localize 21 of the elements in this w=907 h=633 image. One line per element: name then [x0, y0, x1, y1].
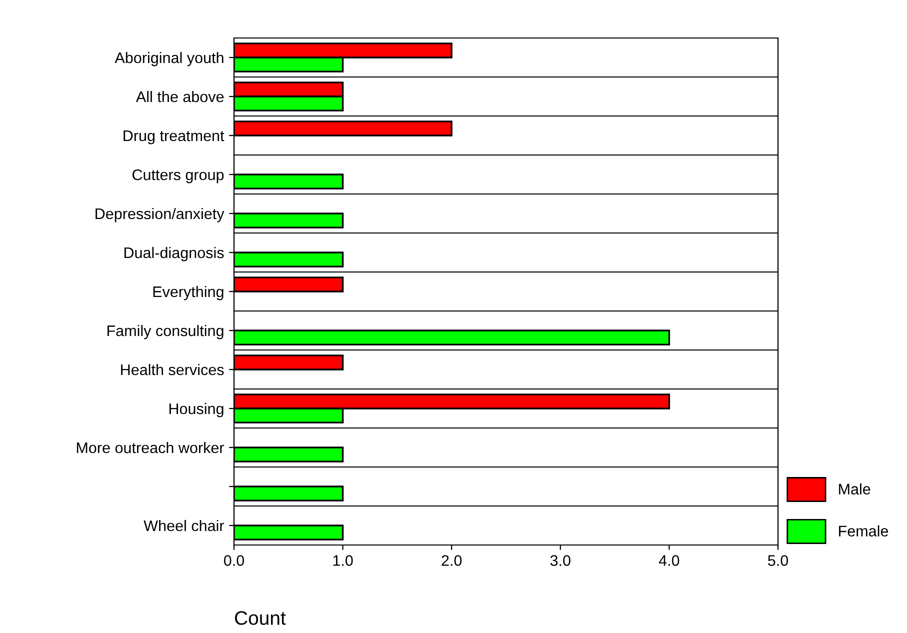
legend-label: Female — [839, 525, 888, 536]
legend-label: Male — [839, 483, 870, 495]
x-tick-label: 2.0 — [442, 555, 462, 566]
y-tick-label: Aboriginal youth — [114, 52, 224, 66]
y-tick-label: Cutters group — [132, 169, 224, 184]
x-axis-title: Count — [234, 611, 286, 625]
x-tick-label: 5.0 — [768, 555, 788, 566]
y-tick-label: Everything — [153, 286, 224, 300]
x-tick-label: 3.0 — [550, 555, 570, 566]
y-tick-label: Wheel chair — [144, 520, 224, 532]
y-tick-label: All the above — [136, 90, 224, 102]
y-tick-label: Dual-diagnosis — [124, 246, 224, 262]
y-tick-label: Depression/anxiety — [96, 208, 224, 222]
y-tick-label: Housing — [169, 402, 224, 418]
y-tick-label: More outreach worker — [76, 442, 224, 454]
y-tick-label: Family consulting — [108, 324, 224, 340]
y-tick-label: Health services — [121, 364, 224, 376]
y-tick-label: Drug treatment — [124, 130, 224, 144]
x-tick-label: 1.0 — [333, 555, 353, 566]
x-tick-label: 0.0 — [224, 555, 244, 566]
x-tick-label: 4.0 — [658, 555, 680, 566]
